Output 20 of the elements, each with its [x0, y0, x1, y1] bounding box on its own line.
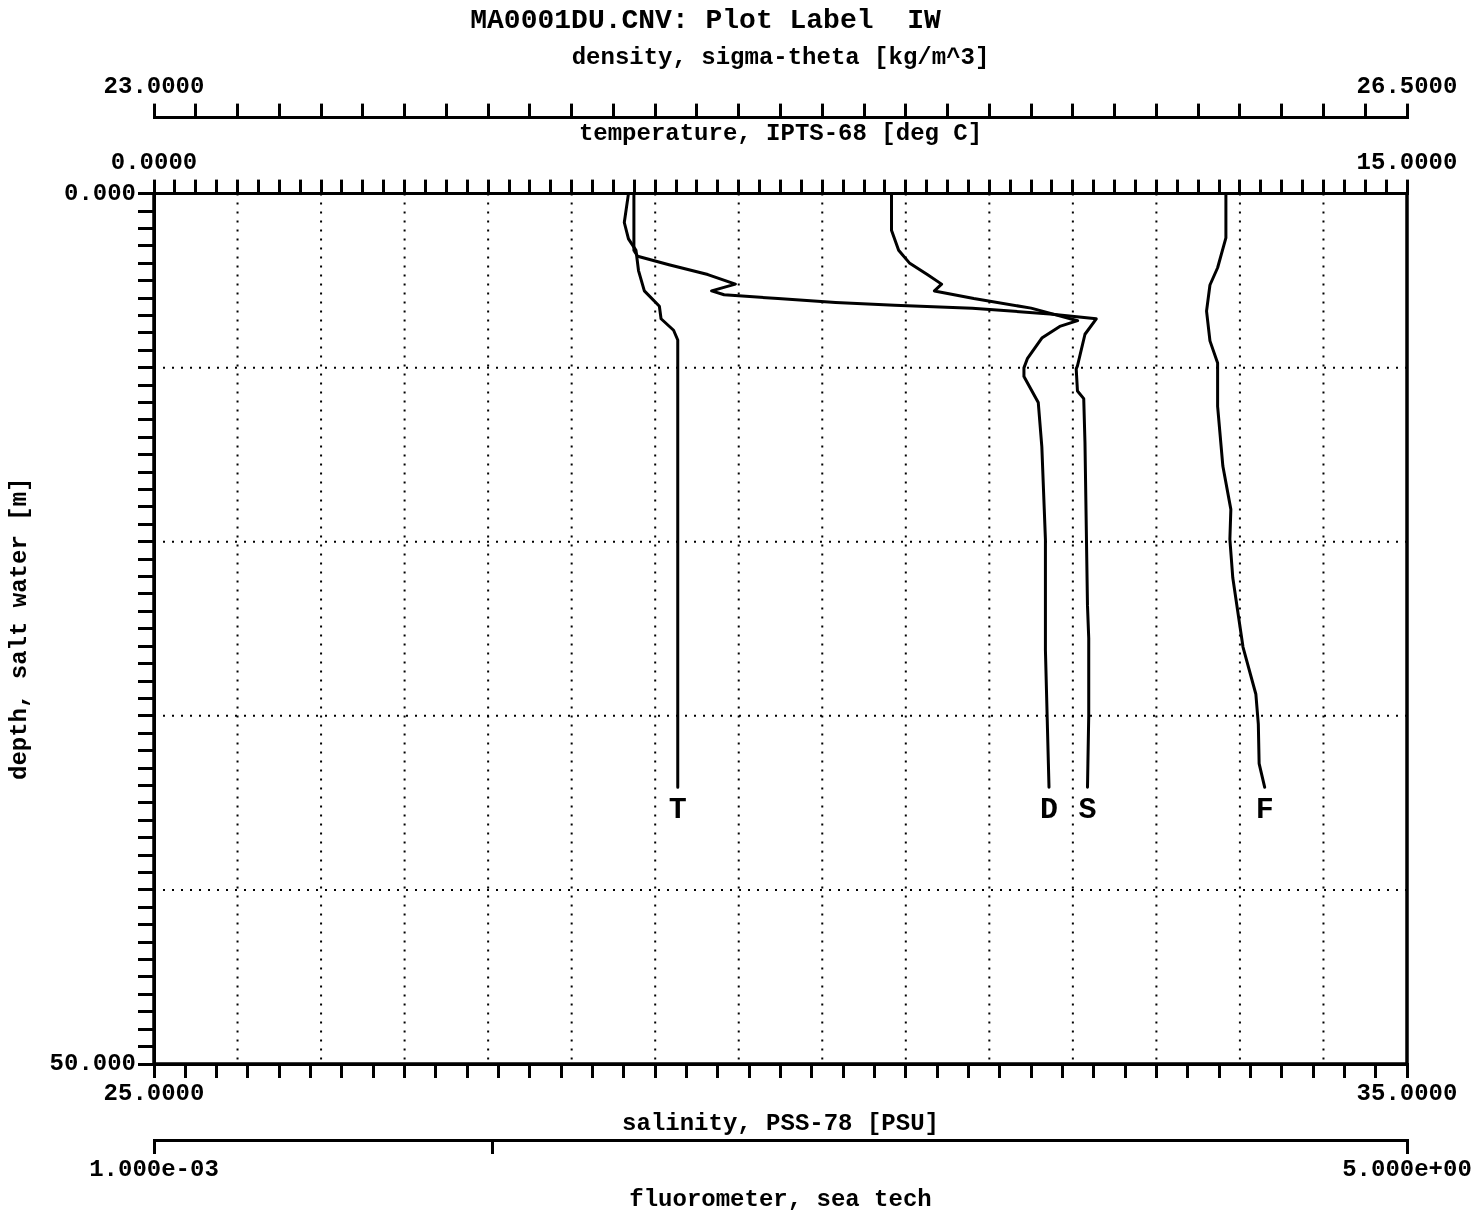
series-label: T [668, 792, 687, 827]
series-label: F [1255, 792, 1274, 827]
x-axis-title: fluorometer, sea tech [629, 1185, 932, 1213]
x-tick-label: 5.000e+00 [1342, 1156, 1472, 1184]
x2-tick-label: 15.0000 [1356, 149, 1458, 177]
chart-title: MA0001DU.CNV: Plot Label IW [470, 4, 941, 36]
x2-tick-label: 26.5000 [1356, 73, 1458, 101]
y-tick-label: 50.000 [49, 1050, 136, 1078]
x2-tick-label: 0.0000 [110, 149, 198, 177]
x2-axis-title: temperature, IPTS-68 [deg C] [578, 120, 983, 148]
x-tick-label: 25.0000 [103, 1080, 205, 1108]
x-tick-label: 1.000e-03 [89, 1156, 219, 1184]
series-label: S [1078, 792, 1097, 827]
x2-axis-title: density, sigma-theta [kg/m^3] [571, 44, 990, 72]
series-label: D [1039, 792, 1059, 827]
y-tick-label: 0.000 [63, 179, 136, 207]
x-tick-label: 35.0000 [1356, 1080, 1458, 1108]
x2-tick-label: 23.0000 [103, 73, 205, 101]
x-axis-title: salinity, PSS-78 [PSU] [622, 1109, 939, 1137]
y-axis-title: depth, salt water [m] [6, 477, 34, 781]
